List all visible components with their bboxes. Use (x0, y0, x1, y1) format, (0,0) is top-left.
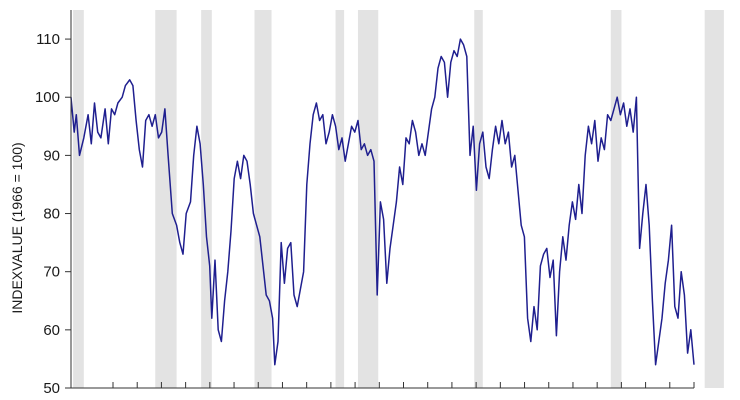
recession-band (155, 10, 177, 388)
y-axis: 50 60 70 80 90 100 110 (35, 10, 72, 397)
recession-band (201, 10, 212, 388)
y-tick-label: 90 (43, 147, 60, 164)
y-axis-title: INDEXVALUE (1966 = 100) (9, 142, 25, 313)
recession-band (474, 10, 483, 388)
y-tick-label: 100 (35, 89, 60, 106)
recession-band (704, 10, 724, 388)
index-value-line (70, 38, 695, 366)
recession-band (254, 10, 272, 388)
y-tick-label: 50 (43, 380, 60, 397)
recession-band (610, 10, 622, 388)
recession-band (335, 10, 345, 388)
recession-band (73, 10, 84, 388)
recession-bands (73, 10, 724, 388)
recession-band (357, 10, 379, 388)
y-tick-label: 70 (43, 264, 60, 281)
y-tick-label: 80 (43, 206, 60, 223)
y-tick-label: 60 (43, 322, 60, 339)
y-tick-label: 110 (36, 31, 60, 48)
x-axis (71, 382, 695, 389)
